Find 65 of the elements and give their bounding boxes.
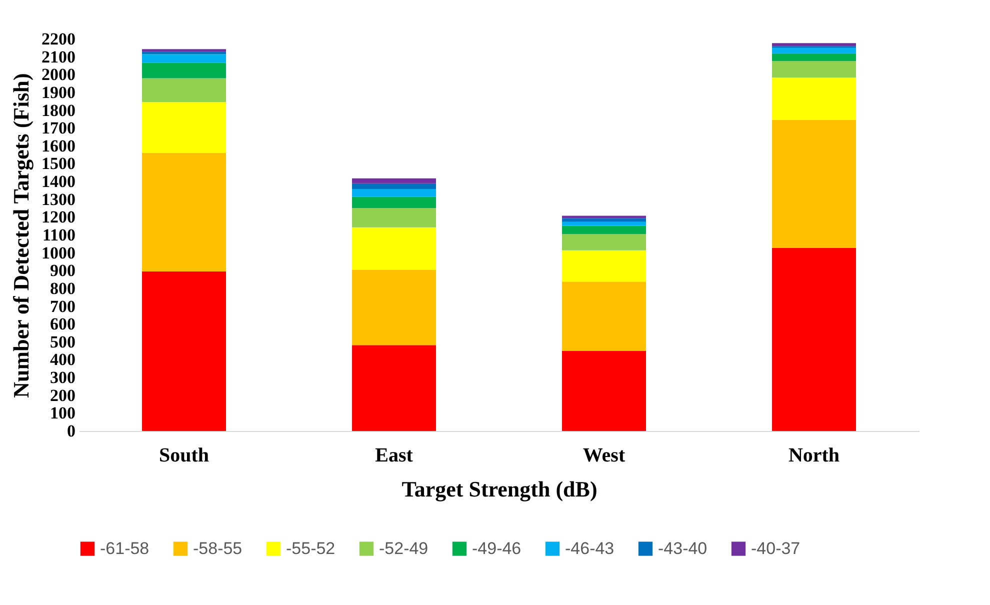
y-tick-label: 1800 [42, 100, 76, 120]
y-tick-label: 1600 [42, 136, 76, 156]
y-tick-label: 1100 [42, 226, 76, 244]
x-tick-label: North [788, 444, 840, 466]
bar [142, 49, 226, 52]
y-tick-label: 700 [50, 296, 76, 316]
legend-label: -52-49 [379, 538, 428, 558]
y-tick-label: 1000 [42, 243, 76, 262]
y-tick-label: 1500 [42, 154, 76, 174]
y-tick-label: 1400 [42, 172, 76, 192]
legend-label: -58-55 [193, 538, 242, 558]
legend-label: -49-46 [472, 538, 522, 558]
bar [562, 218, 646, 222]
bar [142, 152, 226, 272]
bar [772, 248, 856, 431]
bar [772, 61, 856, 78]
bar [352, 178, 436, 184]
legend-label: -55-52 [286, 538, 336, 558]
bar [142, 54, 226, 63]
y-tick-label: 300 [50, 368, 76, 388]
legend-label: -46-43 [565, 538, 614, 558]
x-tick-label: West [582, 444, 626, 466]
bar [142, 62, 226, 78]
y-tick-label: 1700 [42, 118, 76, 138]
y-tick-label: 400 [50, 350, 76, 370]
y-tick-label: 2200 [42, 30, 76, 48]
y-tick-label: 600 [50, 314, 76, 334]
bar [562, 226, 646, 234]
bar [562, 234, 646, 250]
y-tick-label: 2100 [42, 47, 76, 66]
bar [352, 270, 436, 346]
y-tick-label: 1300 [42, 190, 76, 209]
bar [352, 227, 436, 270]
bar [772, 53, 856, 62]
legend-label: -40-37 [751, 538, 800, 558]
bar [772, 77, 856, 120]
bar [772, 48, 856, 54]
y-axis-title: Number of Detected Targets (Fish) [8, 73, 34, 398]
x-tick-label: East [375, 444, 414, 466]
y-tick-label: 2000 [42, 65, 76, 84]
bar [352, 183, 436, 190]
x-tick-label: South [158, 444, 210, 466]
bar [772, 120, 856, 248]
bar [562, 282, 646, 351]
legend-label: -43-40 [658, 538, 708, 558]
bar [352, 345, 436, 431]
bar [142, 272, 226, 431]
y-tick-label: 500 [50, 332, 76, 352]
bar [352, 196, 436, 208]
legend-label: -61-58 [100, 538, 150, 558]
bar [562, 350, 646, 431]
x-axis-title: Target Strength (dB) [402, 476, 598, 502]
y-tick-label: 800 [50, 278, 76, 298]
bar [352, 189, 436, 197]
bar [352, 208, 436, 228]
y-tick-label: 1200 [42, 208, 76, 227]
y-tick-label: 200 [50, 386, 76, 405]
y-tick-label: 1900 [42, 82, 76, 102]
bar [772, 43, 856, 46]
y-tick-label: 100 [50, 404, 76, 423]
bar [142, 78, 226, 102]
y-tick-label: 900 [50, 261, 76, 280]
bar [562, 250, 646, 282]
bar [142, 102, 226, 153]
y-tick-label: 0 [67, 422, 76, 440]
